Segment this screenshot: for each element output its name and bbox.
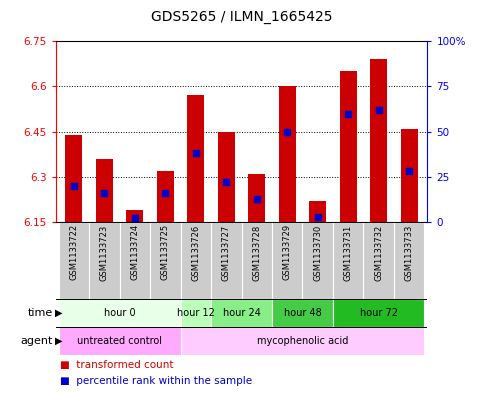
Text: untreated control: untreated control — [77, 336, 162, 346]
Bar — [181, 327, 425, 355]
Text: mycophenolic acid: mycophenolic acid — [257, 336, 348, 346]
Bar — [302, 222, 333, 299]
Bar — [333, 222, 363, 299]
Bar — [279, 86, 296, 222]
Text: GSM1133724: GSM1133724 — [130, 224, 139, 281]
Bar — [58, 327, 181, 355]
Bar — [58, 299, 181, 327]
Text: ■  transformed count: ■ transformed count — [60, 360, 174, 370]
Bar — [272, 222, 302, 299]
Text: time: time — [28, 308, 53, 318]
Bar — [401, 129, 417, 222]
Text: agent: agent — [21, 336, 53, 346]
Bar — [248, 174, 265, 222]
Bar — [150, 222, 181, 299]
Bar — [394, 222, 425, 299]
Text: hour 72: hour 72 — [360, 308, 398, 318]
Bar — [157, 171, 174, 222]
Text: hour 0: hour 0 — [104, 308, 135, 318]
Bar — [89, 222, 120, 299]
Text: GSM1133731: GSM1133731 — [344, 224, 353, 281]
Text: hour 12: hour 12 — [177, 308, 215, 318]
Bar — [333, 299, 425, 327]
Bar — [181, 299, 211, 327]
Text: hour 48: hour 48 — [284, 308, 321, 318]
Text: hour 24: hour 24 — [223, 308, 260, 318]
Bar — [127, 210, 143, 222]
Text: ■  percentile rank within the sample: ■ percentile rank within the sample — [60, 376, 253, 386]
Bar — [218, 132, 235, 222]
Text: GSM1133729: GSM1133729 — [283, 224, 292, 281]
Bar — [96, 159, 113, 222]
Bar — [66, 135, 82, 222]
Text: GSM1133723: GSM1133723 — [100, 224, 109, 281]
Text: ▶: ▶ — [55, 308, 63, 318]
Text: GSM1133727: GSM1133727 — [222, 224, 231, 281]
Text: ▶: ▶ — [55, 336, 63, 346]
Bar — [309, 201, 326, 222]
Bar — [242, 222, 272, 299]
Bar — [272, 299, 333, 327]
Text: GSM1133728: GSM1133728 — [252, 224, 261, 281]
Bar — [340, 72, 356, 222]
Bar — [187, 95, 204, 222]
Bar — [211, 222, 242, 299]
Bar — [211, 299, 272, 327]
Text: GSM1133726: GSM1133726 — [191, 224, 200, 281]
Bar — [58, 222, 89, 299]
Text: GSM1133725: GSM1133725 — [161, 224, 170, 281]
Bar — [181, 222, 211, 299]
Text: GSM1133730: GSM1133730 — [313, 224, 322, 281]
Text: GSM1133733: GSM1133733 — [405, 224, 413, 281]
Text: GSM1133732: GSM1133732 — [374, 224, 383, 281]
Text: GDS5265 / ILMN_1665425: GDS5265 / ILMN_1665425 — [151, 10, 332, 24]
Bar — [363, 222, 394, 299]
Bar — [120, 222, 150, 299]
Bar — [370, 59, 387, 222]
Text: GSM1133722: GSM1133722 — [70, 224, 78, 281]
